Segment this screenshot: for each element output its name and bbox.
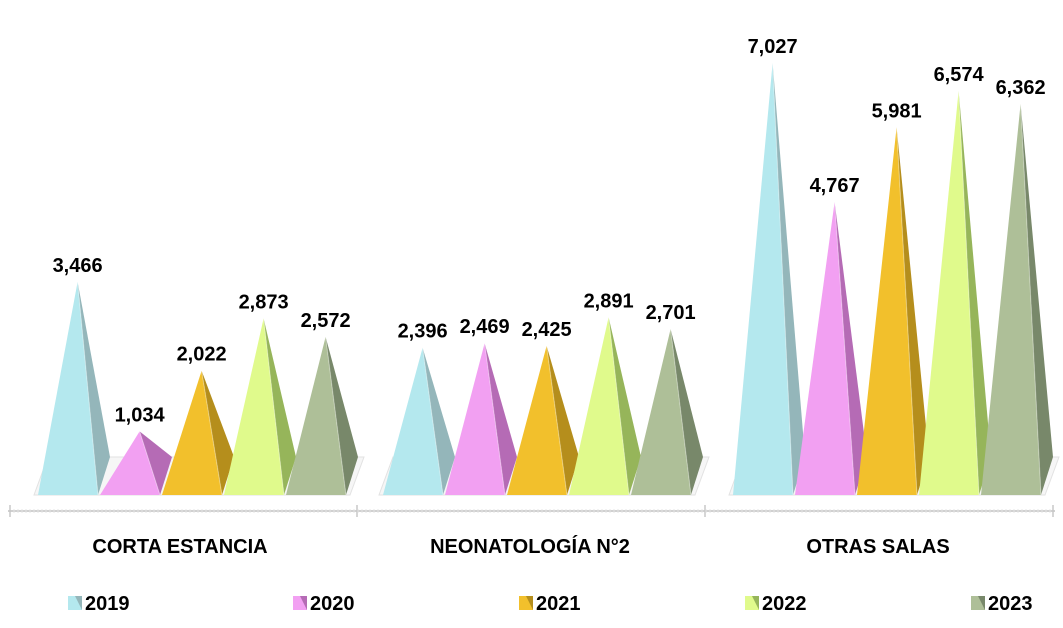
pyramid-edge-2020 xyxy=(139,431,161,496)
pyramid-front-2019 xyxy=(38,281,98,495)
value-label: 5,981 xyxy=(872,100,922,122)
pyramid-edge-2022 xyxy=(958,90,980,496)
pyramid-edge-2020 xyxy=(484,343,506,496)
pyramid-side-2019 xyxy=(422,347,455,495)
pyramid-front-2021 xyxy=(507,345,567,495)
legend-label: 2021 xyxy=(536,593,581,615)
pyramid-side-2022 xyxy=(958,90,991,495)
pyramid-front-2020 xyxy=(445,343,505,495)
pyramid-side-2021 xyxy=(896,127,929,495)
pyramid-side-2020 xyxy=(484,343,517,495)
pyramid-side-2020 xyxy=(139,431,172,495)
category-label: NEONATOLOGÍA N°2 xyxy=(430,535,630,558)
value-label-layer: 3,466 1,034 2,022 2,873 2,572 2,396 2,469 2,425… xyxy=(53,36,1046,426)
pyramid-side-2023 xyxy=(670,328,703,495)
value-label: 2,891 xyxy=(584,290,634,312)
legend-swatch-shade-2019 xyxy=(75,596,82,610)
pyramid-edge-2023 xyxy=(1020,103,1042,496)
value-label: 2,425 xyxy=(522,319,572,341)
pyramid-front-2022 xyxy=(569,317,629,495)
pyramid-layer xyxy=(38,62,1053,496)
legend-swatch-shade-2020 xyxy=(300,596,307,610)
pyramid-edge-2023 xyxy=(670,328,692,496)
pyramid-side-2023 xyxy=(1020,103,1053,495)
value-label: 2,701 xyxy=(646,302,696,324)
value-label: 1,034 xyxy=(115,404,166,426)
pyramid-edge-2019 xyxy=(422,347,444,496)
legend-swatch-shade-2022 xyxy=(752,596,759,610)
value-label: 6,574 xyxy=(934,64,985,86)
pyramid-front-2021 xyxy=(857,127,917,495)
pyramid-side-2019 xyxy=(77,281,110,495)
value-label: 2,873 xyxy=(239,291,289,313)
value-label: 2,572 xyxy=(301,310,351,332)
pyramid-side-2021 xyxy=(201,370,234,495)
pyramid-side-2022 xyxy=(608,317,641,495)
legend: 2019 2020 2021 2022 2023 xyxy=(68,593,1033,615)
pyramid-edge-2022 xyxy=(263,318,285,496)
pyramid-edge-2019 xyxy=(772,62,794,496)
category-label: CORTA ESTANCIA xyxy=(92,536,267,558)
pyramid-front-2019 xyxy=(733,63,793,495)
value-label: 4,767 xyxy=(810,175,860,197)
value-label: 6,362 xyxy=(996,77,1046,99)
legend-label: 2023 xyxy=(988,593,1033,615)
value-label: 2,022 xyxy=(177,344,227,366)
pyramid-front-2020 xyxy=(100,431,160,495)
pyramid-side-2023 xyxy=(325,336,358,495)
pyramid-front-2023 xyxy=(631,328,691,495)
value-label: 7,027 xyxy=(748,36,798,58)
pyramid-edge-2021 xyxy=(201,370,223,496)
legend-label: 2019 xyxy=(85,593,130,615)
pyramid-front-2019 xyxy=(383,347,443,495)
pyramid-front-2020 xyxy=(795,201,855,495)
value-label: 3,466 xyxy=(53,255,103,277)
category-label-layer: CORTA ESTANCIA NEONATOLOGÍA N°2 OTRAS SALA… xyxy=(92,535,949,558)
pyramid-side-2021 xyxy=(546,345,579,495)
pyramid-front-2022 xyxy=(919,90,979,495)
category-label: OTRAS SALAS xyxy=(806,536,949,558)
pyramid-edge-2020 xyxy=(834,201,856,496)
pyramid-edge-2023 xyxy=(325,336,347,496)
pyramid-edge-2022 xyxy=(608,317,630,496)
pyramid-side-2020 xyxy=(834,201,867,495)
legend-swatch-shade-2021 xyxy=(526,596,533,610)
pyramid-side-2019 xyxy=(772,63,805,495)
pyramid-edge-2019 xyxy=(77,281,99,496)
pyramid-front-2023 xyxy=(286,336,346,495)
pyramid-front-2022 xyxy=(224,318,284,495)
pyramid-edge-2021 xyxy=(546,345,568,496)
pyramid-edge-2021 xyxy=(896,127,918,496)
pyramid-side-2022 xyxy=(263,318,296,495)
value-label: 2,469 xyxy=(460,316,510,338)
pyramid-front-2023 xyxy=(981,103,1041,495)
legend-swatch-shade-2023 xyxy=(978,596,985,610)
legend-label: 2022 xyxy=(762,593,807,615)
legend-label: 2020 xyxy=(310,593,355,615)
value-label: 2,396 xyxy=(398,321,448,343)
pyramid-front-2021 xyxy=(162,370,222,495)
